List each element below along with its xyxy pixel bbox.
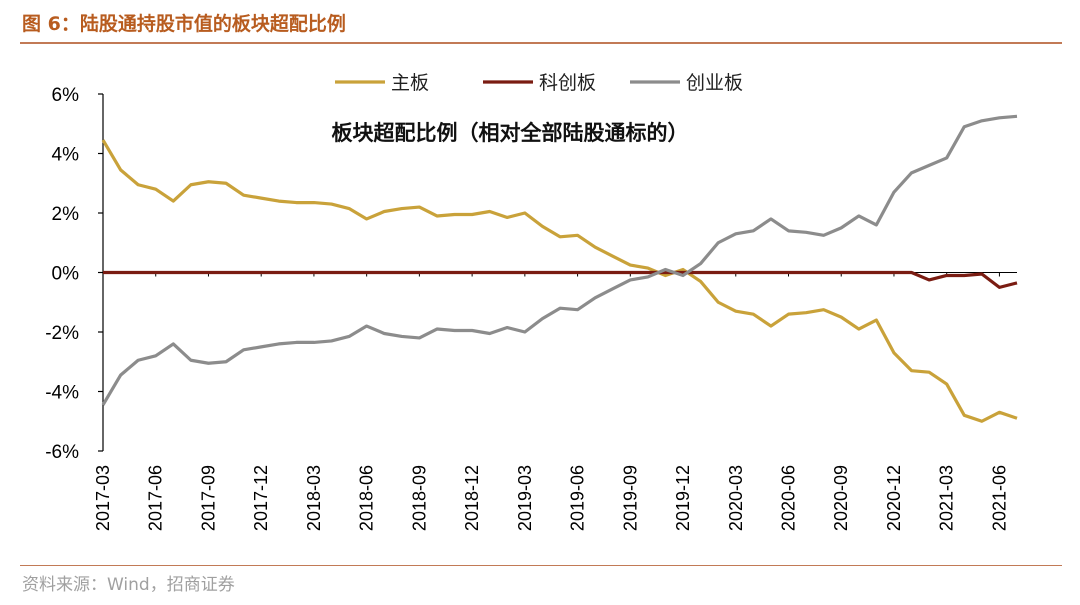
x-tick-label: 2019-12	[673, 465, 693, 531]
y-axis: 6% 4% 2% 0% -2% -4% -6%	[45, 85, 104, 463]
chart-legend: 主板 科创板 创业板	[335, 72, 743, 94]
x-tick-label: 2017-09	[198, 465, 218, 531]
x-tick-label: 2018-03	[304, 465, 324, 531]
y-tick-label: 4%	[52, 145, 80, 166]
y-tick-label: 0%	[52, 264, 80, 285]
x-tick-label: 2019-06	[568, 465, 588, 531]
line-chart: 主板 科创板 创业板 板块超配比例（相对全部陆股通标的） 6% 4% 2% 0% -2% -4…	[45, 72, 1018, 531]
x-tick-label: 2021-06	[989, 465, 1009, 531]
x-tick-label: 2018-06	[357, 465, 377, 531]
footer-divider	[20, 565, 1062, 566]
x-tick-label: 2021-03	[937, 465, 957, 531]
series-line-star-market	[103, 270, 1018, 289]
series-line-chinext	[101, 114, 1018, 406]
y-tick-label: 2%	[52, 204, 80, 225]
x-tick-label: 2020-12	[884, 465, 904, 531]
plot-area	[101, 114, 1018, 423]
y-tick-label: -4%	[45, 383, 79, 404]
legend-label: 科创板	[539, 72, 596, 94]
y-tick-label: -2%	[45, 323, 79, 344]
series-line-main-board	[101, 139, 1018, 423]
chart-title: 板块超配比例（相对全部陆股通标的）	[332, 121, 689, 145]
x-tick-label: 2019-09	[620, 465, 640, 531]
x-tick-label: 2017-03	[93, 465, 113, 531]
x-tick-label: 2017-06	[146, 465, 166, 531]
figure-title: 图 6：陆股通持股市值的板块超配比例	[22, 13, 346, 35]
x-tick-label: 2018-12	[462, 465, 482, 531]
x-tick-label: 2020-06	[779, 465, 799, 531]
y-tick-label: -6%	[45, 442, 79, 463]
title-divider	[20, 42, 1062, 44]
source-note: 资料来源：Wind，招商证券	[22, 575, 235, 595]
x-tick-label: 2020-09	[831, 465, 851, 531]
x-tick-label: 2019-03	[515, 465, 535, 531]
x-tick-label: 2017-12	[251, 465, 271, 531]
legend-label: 创业板	[686, 72, 743, 94]
x-tick-label: 2018-09	[409, 465, 429, 531]
y-tick-label: 6%	[52, 85, 80, 106]
x-tick-label: 2020-03	[726, 465, 746, 531]
legend-label: 主板	[391, 72, 429, 94]
